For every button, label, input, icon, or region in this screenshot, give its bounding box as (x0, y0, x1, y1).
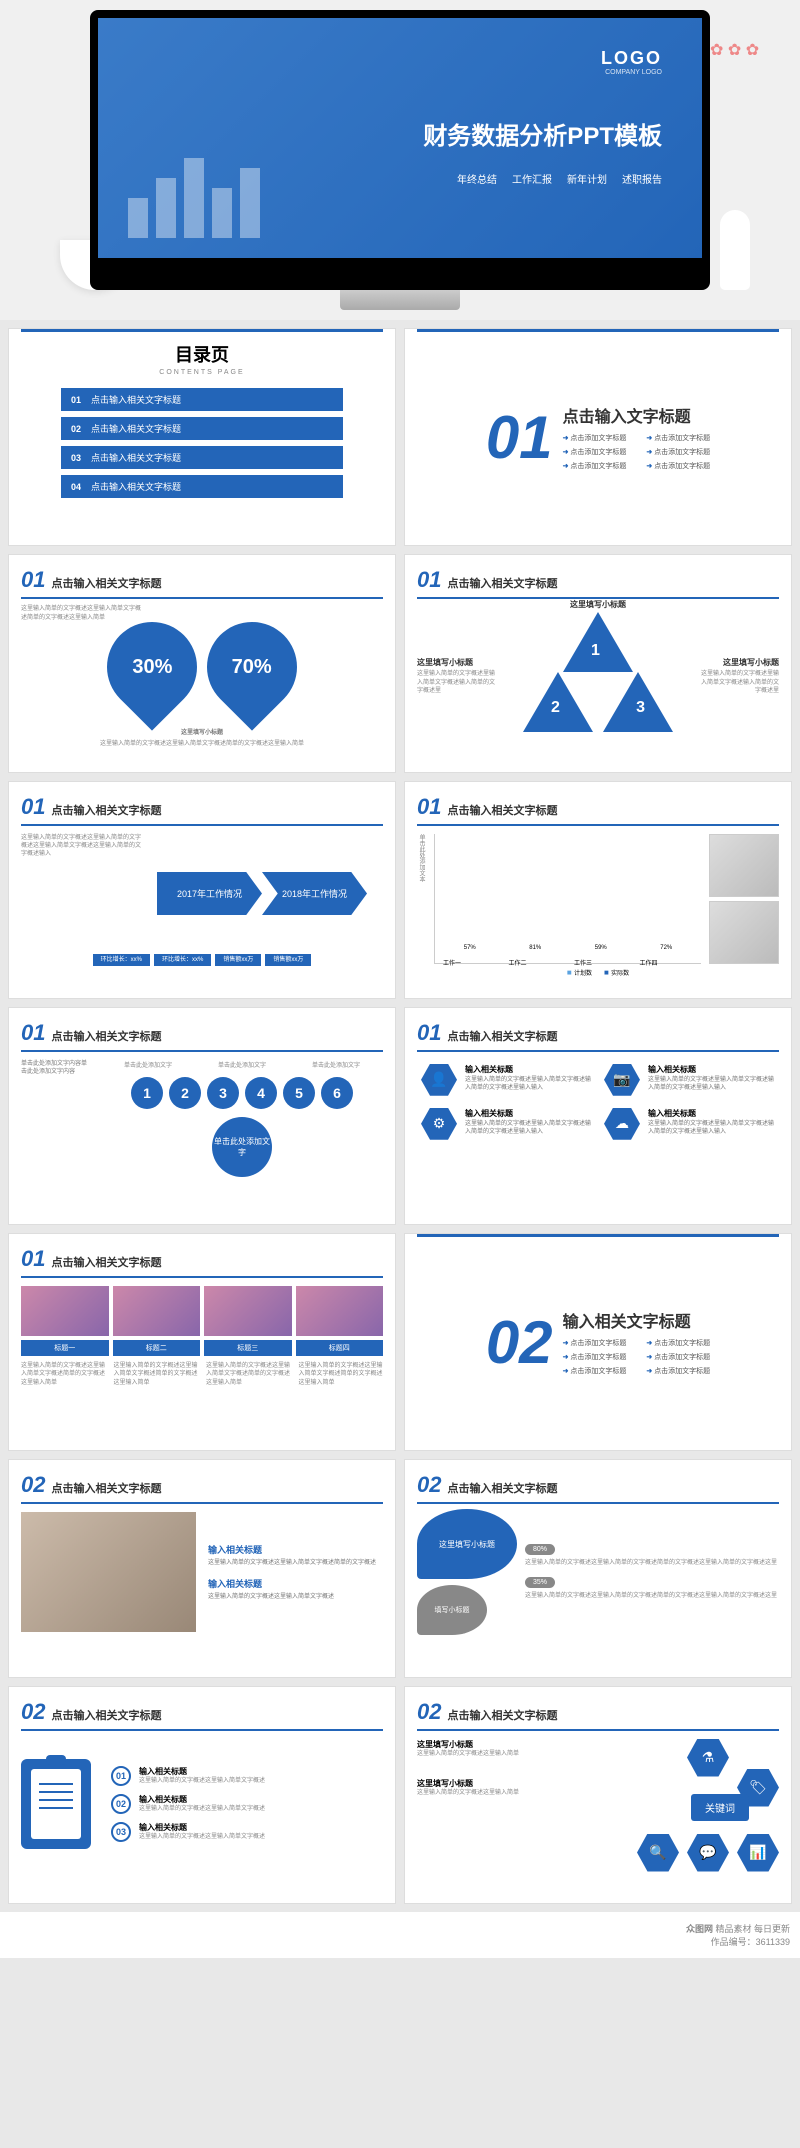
camera-icon: 📷 (604, 1064, 640, 1096)
slide-photo: 02点击输入相关文字标题 输入相关标题这里输入简单的文字概述这里输入简单文字概述… (8, 1459, 396, 1677)
toc-title: 目录页 (21, 341, 383, 367)
slide-section-02: 02 输入相关文字标题 点击添加文字标题点击添加文字标题 点击添加文字标题点击添… (404, 1233, 792, 1451)
slide-section-01: 01 点击输入文字标题 点击添加文字标题点击添加文字标题 点击添加文字标题点击添… (404, 328, 792, 546)
slide-barchart: 01点击输入相关文字标题 单击此处添加文本 57%工作一 81%工作二 59%工… (404, 781, 792, 999)
footer-watermark: 众图网 精品素材 每日更新 作品编号：3611339 (0, 1912, 800, 1958)
hex-item: 📷输入相关标题这里输入简单的文字概述里输入简单文字概述输入简单的文字概述里输入输… (604, 1064, 775, 1096)
monitor: LOGO COMPANY LOGO 财务数据分析PPT模板 年终总结 工作汇报 … (90, 10, 710, 310)
section-number: 01 (486, 403, 553, 472)
logo-text: LOGO (601, 48, 662, 69)
hero-bars (128, 158, 260, 238)
tag: 述职报告 (622, 171, 662, 186)
section-number: 02 (486, 1308, 553, 1377)
num-circle: 3 (207, 1077, 239, 1109)
watermark-id: 作品编号：3611339 (711, 1937, 790, 1947)
tri-side-right: 这里填写小标题这里输入简单的文字概述里输入简单文字概述输入简单的文字概述里 (699, 657, 779, 695)
slide-drops: 01点击输入相关文字标题 这里输入简单的文字概述这里输入简单文字概述简单的文字概… (8, 554, 396, 772)
slide-pct: 02点击输入相关文字标题 这里填写小标题 填写小标题 80%这里输入简单的文字概… (404, 1459, 792, 1677)
slide-arrows: 01点击输入相关文字标题 这里输入简单的文字概述这里输入简单的文字概述这里输入简… (8, 781, 396, 999)
list-item: 02输入相关标题这里输入简单的文字概述这里输入简单文字概述 (111, 1794, 383, 1814)
toc-item: 03点击输入相关文字标题 (61, 446, 343, 469)
hero-title: 财务数据分析PPT模板 (423, 116, 662, 151)
slide-triangle: 01点击输入相关文字标题 这里填写小标题这里输入简单的文字概述里输入简单文字概述… (404, 554, 792, 772)
drops-desc: 这里输入简单的文字概述这里输入简单文字概述简单的文字概述这里输入简单 (21, 605, 141, 622)
clipboard-icon (21, 1759, 91, 1849)
tag: 新年计划 (567, 171, 607, 186)
bubble-small: 填写小标题 (417, 1585, 487, 1635)
slide-clipboard: 02点击输入相关文字标题 01输入相关标题这里输入简单的文字概述这里输入简单文字… (8, 1686, 396, 1904)
num-circle: 1 (131, 1077, 163, 1109)
chart-ylabel: 单击此处添加文本 (417, 834, 426, 964)
section-title: 输入相关文字标题 (563, 1308, 711, 1332)
center-circle: 单击此处添加文字 (212, 1117, 272, 1177)
slide-hexnet: 02点击输入相关文字标题 这里填写小标题这里输入简单的文字概述这里输入简单 这里… (404, 1686, 792, 1904)
vase (720, 210, 750, 290)
bullet-list: 点击添加文字标题点击添加文字标题 点击添加文字标题点击添加文字标题 点击添加文字… (563, 1338, 711, 1376)
drop-left: 30% (88, 604, 215, 731)
tri-side-top: 这里填写小标题 (558, 599, 638, 612)
arrow-2017: 2017年工作情况 (157, 872, 262, 915)
cloud-icon: ☁ (604, 1108, 640, 1140)
user-icon: 👤 (421, 1064, 457, 1096)
list-item: 03输入相关标题这里输入简单的文字概述这里输入简单文字概述 (111, 1822, 383, 1842)
hex-item: 👤输入相关标题这里输入简单的文字概述里输入简单文字概述输入简单的文字概述里输入输… (421, 1064, 592, 1096)
bar-chart: 57%工作一 81%工作二 59%工作三 72%工作四 (434, 834, 701, 964)
tag: 工作汇报 (512, 171, 552, 186)
flowers (710, 40, 770, 140)
tab-item: 标题四 (296, 1286, 384, 1356)
drops-sub: 这里填写小标题 (181, 730, 223, 736)
slide-hexes: 01点击输入相关文字标题 👤输入相关标题这里输入简单的文字概述里输入简单文字概述… (404, 1007, 792, 1225)
toc-item: 04点击输入相关文字标题 (61, 475, 343, 498)
slides-grid: 目录页 CONTENTS PAGE 01点击输入相关文字标题 02点击输入相关文… (0, 320, 800, 1912)
keyword-badge: 关键词 (691, 1794, 749, 1821)
tab-item: 标题三 (204, 1286, 292, 1356)
hex-item: ☁输入相关标题这里输入简单的文字概述里输入简单文字概述输入简单的文字概述里输入输… (604, 1108, 775, 1140)
chat-icon: 💬 (687, 1834, 729, 1872)
logo-subtitle: COMPANY LOGO (605, 69, 662, 76)
arrow-2018: 2018年工作情况 (262, 872, 367, 915)
chart-icon: 📊 (737, 1834, 779, 1872)
num-circle: 4 (245, 1077, 277, 1109)
bubble-large: 这里填写小标题 (417, 1509, 517, 1579)
toc-subtitle: CONTENTS PAGE (21, 369, 383, 376)
slide-toc: 目录页 CONTENTS PAGE 01点击输入相关文字标题 02点击输入相关文… (8, 328, 396, 546)
bullet-list: 点击添加文字标题点击添加文字标题 点击添加文字标题点击添加文字标题 点击添加文字… (563, 433, 711, 471)
num-circle: 5 (283, 1077, 315, 1109)
hexnet-heading: 这里填写小标题 (417, 1779, 473, 1788)
hero-section: LOGO COMPANY LOGO 财务数据分析PPT模板 年终总结 工作汇报 … (0, 0, 800, 320)
tri-side-left: 这里填写小标题这里输入简单的文字概述里输入简单文字概述输入简单的文字概述里 (417, 657, 497, 695)
chart-image (709, 834, 779, 897)
pct-badge: 80% (525, 1544, 555, 1555)
chart-image (709, 901, 779, 964)
flask-icon: ⚗ (687, 1739, 729, 1777)
slide-circles: 01点击输入相关文字标题 单击此处添加文字内容单击此处添加文字内容 单击此处添加… (8, 1007, 396, 1225)
list-item: 01输入相关标题这里输入简单的文字概述这里输入简单文字概述 (111, 1766, 383, 1786)
pct-badge: 35% (525, 1577, 555, 1588)
hero-tags: 年终总结 工作汇报 新年计划 述职报告 (457, 171, 662, 186)
watermark-brand: 众图网 (686, 1924, 713, 1934)
drop-right: 70% (188, 604, 315, 731)
hexnet-heading: 这里填写小标题 (417, 1740, 473, 1749)
side-text: 单击此处添加文字内容单击此处添加文字内容 (21, 1060, 91, 1181)
tab-item: 标题二 (113, 1286, 201, 1356)
tab-item: 标题一 (21, 1286, 109, 1356)
photo-placeholder (21, 1512, 196, 1632)
search-icon: 🔍 (637, 1834, 679, 1872)
chart-legend: 计划数实际数 (417, 968, 779, 977)
photo-heading: 输入相关标题 (208, 1577, 383, 1590)
toc-item: 01点击输入相关文字标题 (61, 388, 343, 411)
toc-item: 02点击输入相关文字标题 (61, 417, 343, 440)
slide-tabs: 01点击输入相关文字标题 标题一 标题二 标题三 标题四 这里输入简单的文字概述… (8, 1233, 396, 1451)
tag: 年终总结 (457, 171, 497, 186)
gear-icon: ⚙ (421, 1108, 457, 1140)
hex-item: ⚙输入相关标题这里输入简单的文字概述里输入简单文字概述输入简单的文字概述里输入输… (421, 1108, 592, 1140)
section-title: 点击输入文字标题 (563, 403, 711, 427)
num-circle: 2 (169, 1077, 201, 1109)
num-circle: 6 (321, 1077, 353, 1109)
watermark-tagline: 精品素材 每日更新 (715, 1924, 790, 1934)
photo-heading: 输入相关标题 (208, 1543, 383, 1556)
